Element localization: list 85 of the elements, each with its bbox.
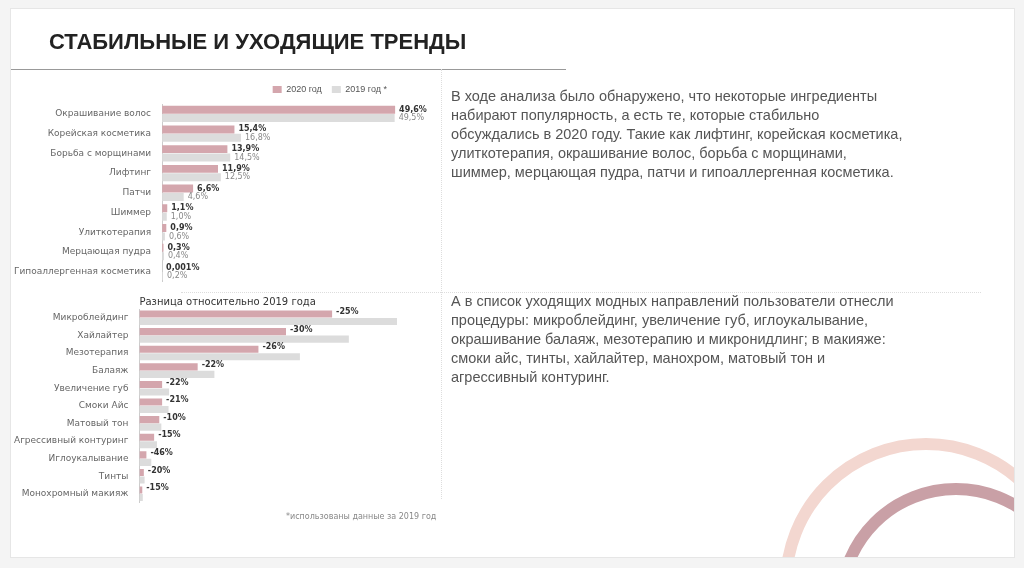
annotation: -15% bbox=[146, 483, 169, 493]
bar bbox=[139, 353, 300, 361]
y-tick-label: Иглоукалывание bbox=[48, 452, 129, 463]
bar bbox=[162, 184, 194, 193]
text: А в список уходящих модных направлений пользователи отнесли процедуры: микроблейдинг, увеличение губ, иглоукалывание, окрашивание балаяж, мезотерапию и микронидлинг; в макияже: смоки айс, тинты, хайлайтер, манохром, матовый тон и агрессивный контуринг. bbox=[451, 292, 895, 387]
chart-title: Разница относительно 2019 года bbox=[139, 295, 316, 307]
bar bbox=[139, 317, 397, 326]
data-label: 49,6% bbox=[399, 104, 427, 114]
bar bbox=[162, 145, 228, 154]
bar bbox=[162, 105, 396, 114]
y-tick-label: Лифтинг bbox=[109, 167, 152, 178]
data-label: 0,9% bbox=[170, 223, 193, 233]
bar bbox=[139, 405, 169, 414]
chart-title: СТАБИЛЬНЫЕ И УХОДЯЩИЕ ТРЕНДЫ bbox=[49, 29, 467, 55]
y-tick-label: Балаяж bbox=[91, 364, 129, 375]
y-tick-label: Монохромный макияж bbox=[21, 488, 129, 499]
bar bbox=[139, 416, 160, 424]
text: *использованы данные за 2019 год bbox=[286, 512, 437, 521]
y-tick-label: Борьба с морщинами bbox=[50, 147, 152, 158]
bar bbox=[139, 335, 349, 343]
y-tick-label: Мезотерапия bbox=[65, 347, 129, 358]
bar bbox=[139, 363, 198, 371]
legend-label: 2019 год * bbox=[345, 83, 388, 94]
bar bbox=[139, 458, 152, 466]
data-label: 1,1% bbox=[171, 203, 194, 213]
y-tick-label: Тинты bbox=[97, 470, 129, 481]
annotation: -30% bbox=[290, 324, 313, 334]
data-label: 49,5% bbox=[398, 113, 425, 123]
y-tick-label: Смоки Айс bbox=[78, 400, 129, 411]
annotation: -22% bbox=[166, 377, 189, 387]
y-tick-label: Корейская косметика bbox=[47, 127, 152, 138]
data-label: 15,4% bbox=[238, 124, 267, 134]
annotation: -46% bbox=[150, 447, 173, 457]
data-label: 13,9% bbox=[231, 144, 260, 154]
data-label: 14,5% bbox=[234, 152, 261, 162]
bar bbox=[162, 114, 395, 123]
data-label: 4,6% bbox=[187, 192, 209, 202]
bar bbox=[139, 310, 333, 318]
bar bbox=[162, 173, 221, 182]
y-tick-label: Хайлайтер bbox=[77, 329, 129, 340]
data-label: 0,3% bbox=[167, 242, 190, 252]
bar bbox=[139, 388, 170, 396]
bar bbox=[162, 133, 242, 142]
bar bbox=[139, 345, 259, 353]
bar bbox=[139, 423, 162, 431]
data-label: 1,0% bbox=[170, 211, 192, 221]
y-tick-label: Окрашивание волос bbox=[55, 108, 152, 119]
y-tick-label: Увеличение губ bbox=[53, 382, 129, 393]
y-tick-label: Микроблейдинг bbox=[52, 312, 129, 323]
bar bbox=[139, 380, 163, 389]
data-label: 11,9% bbox=[221, 163, 250, 173]
annotation: -15% bbox=[158, 430, 181, 440]
bar bbox=[139, 476, 145, 484]
y-tick-label: Улиткотерапия bbox=[78, 226, 152, 237]
data-label: 0,4% bbox=[167, 251, 189, 261]
annotation: -25% bbox=[336, 307, 359, 317]
bar bbox=[162, 153, 231, 162]
data-label: 0,6% bbox=[168, 231, 190, 241]
y-tick-label: Матовый тон bbox=[66, 417, 129, 428]
bar bbox=[162, 193, 184, 201]
data-label: 0,001% bbox=[166, 262, 200, 272]
legend-label: 2020 год bbox=[286, 83, 323, 94]
annotation: -20% bbox=[147, 465, 171, 475]
annotation: -10% bbox=[163, 412, 186, 422]
bar bbox=[139, 398, 163, 406]
data-label: 16,8% bbox=[245, 132, 271, 142]
y-tick-label: Шиммер bbox=[110, 206, 152, 217]
annotation: -22% bbox=[201, 359, 225, 369]
bar bbox=[139, 433, 155, 441]
data-label: 0,2% bbox=[167, 271, 188, 280]
text: В ходе анализа было обнаружено, что некоторые ингредиенты набирают популярность, а есть те, которые стабильно обсуждались в 2020 году. Такие как лифтинг, корейская косметика, улиткотерапия, окрашивание волос, борьба с морщинами, шиммер, мерцающая пудра, патчи и гипоаллергенная косметика. bbox=[451, 87, 904, 182]
bar bbox=[139, 468, 144, 477]
bar bbox=[139, 441, 157, 449]
annotation: -26% bbox=[262, 342, 285, 352]
bar bbox=[139, 370, 215, 378]
y-tick-label: Гипоаллергенная косметика bbox=[13, 266, 152, 277]
bar bbox=[162, 164, 218, 173]
data-label: 6,6% bbox=[197, 183, 220, 193]
bar bbox=[162, 125, 235, 134]
data-label: 12,5% bbox=[224, 172, 251, 182]
annotation: -21% bbox=[166, 395, 189, 405]
y-tick-label: Агрессивный контуринг bbox=[13, 435, 129, 446]
y-tick-label: Патчи bbox=[122, 187, 152, 198]
y-tick-label: Мерцающая пудра bbox=[61, 246, 152, 257]
bar bbox=[139, 328, 286, 336]
